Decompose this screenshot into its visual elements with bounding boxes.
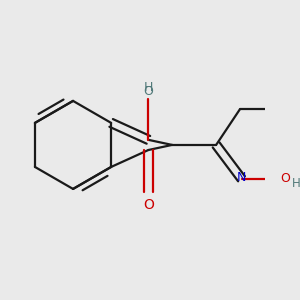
Text: N: N [237,171,246,184]
Text: H: H [144,81,153,94]
Text: H: H [292,177,300,190]
Text: O: O [143,85,153,98]
Text: O: O [280,172,290,185]
Text: O: O [143,198,154,212]
